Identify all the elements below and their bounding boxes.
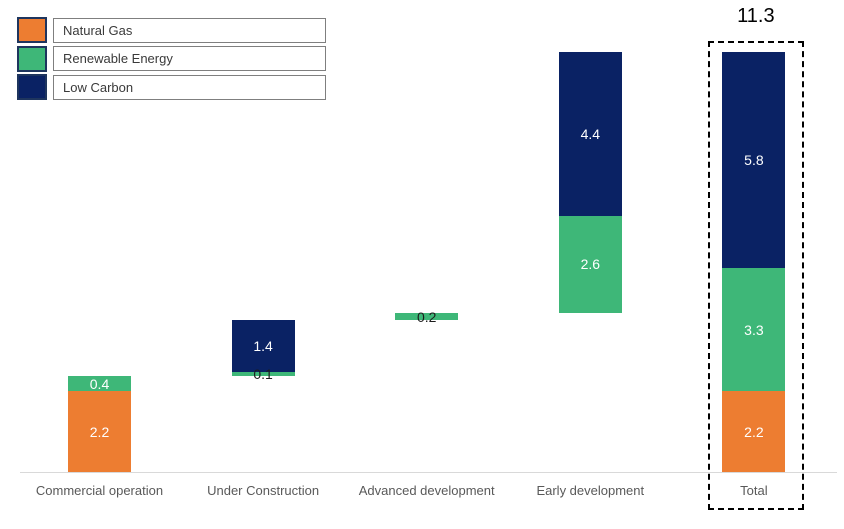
bar-segment-natural-gas: 2.2 bbox=[722, 391, 786, 473]
bar-segment-low-carbon: 1.4 bbox=[231, 320, 295, 373]
legend-swatch-renewable-energy bbox=[17, 46, 47, 72]
bar-segment-renewable-energy: 3.3 bbox=[722, 268, 786, 392]
segment-value-label: 1.4 bbox=[253, 338, 273, 355]
bar-segment-low-carbon: 4.4 bbox=[558, 52, 622, 216]
bar-segment-renewable-energy: 0.4 bbox=[68, 375, 131, 392]
segment-value-label: 0.1 bbox=[253, 366, 273, 383]
segment-value-label: 2.2 bbox=[744, 424, 764, 440]
category-label: Commercial operation bbox=[35, 483, 164, 498]
category-label: Total bbox=[740, 483, 768, 498]
segment-value-label: 0.4 bbox=[89, 375, 110, 392]
bar-segment-renewable-energy: 2.6 bbox=[558, 215, 622, 313]
segment-value-label: 5.8 bbox=[744, 152, 764, 169]
segment-value-label: 2.2 bbox=[89, 424, 110, 440]
total-value-label: 11.3 bbox=[737, 5, 775, 27]
segment-value-label: 4.4 bbox=[580, 125, 601, 142]
segment-value-label: 0.2 bbox=[416, 308, 437, 325]
legend-label: Low Carbon bbox=[63, 80, 134, 95]
legend-label: Natural Gas bbox=[63, 23, 133, 38]
segment-value-label: 2.6 bbox=[580, 256, 601, 273]
category-label: Under Construction bbox=[207, 483, 320, 498]
legend-swatch-natural-gas bbox=[17, 17, 47, 43]
legend-item-natural-gas: Natural Gas bbox=[53, 18, 326, 43]
bar-segment-low-carbon: 5.8 bbox=[722, 52, 786, 269]
category-label: Early development bbox=[536, 483, 645, 498]
legend-swatch-low-carbon bbox=[17, 74, 47, 100]
category-label: Advanced development bbox=[358, 483, 495, 498]
bar-segment-renewable-energy: 0.2 bbox=[395, 310, 459, 324]
x-axis-line bbox=[20, 472, 837, 473]
legend-item-low-carbon: Low Carbon bbox=[53, 75, 326, 100]
total-highlight-box bbox=[707, 41, 804, 510]
bar-segment-natural-gas: 2.2 bbox=[68, 391, 131, 473]
bar-segment-renewable-energy: 0.1 bbox=[231, 367, 295, 381]
legend-item-renewable-energy: Renewable Energy bbox=[53, 46, 326, 71]
legend-label: Renewable Energy bbox=[63, 51, 173, 66]
segment-value-label: 3.3 bbox=[744, 321, 764, 338]
